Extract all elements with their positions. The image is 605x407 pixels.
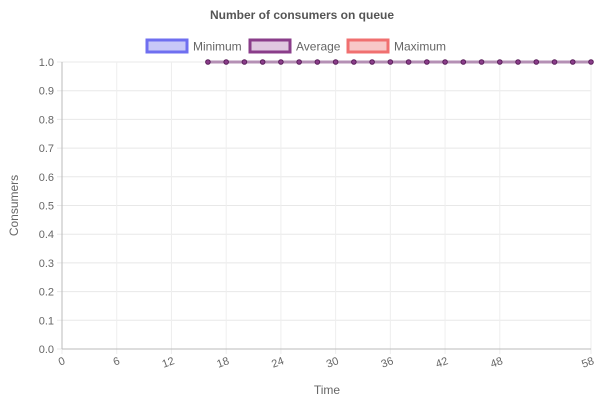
chart-title: Number of consumers on queue bbox=[210, 8, 394, 22]
data-point bbox=[278, 59, 284, 65]
data-point bbox=[424, 59, 430, 65]
data-point bbox=[205, 59, 211, 65]
legend-item-minimum[interactable]: Minimum bbox=[145, 38, 242, 54]
x-tick-label: 30 bbox=[325, 355, 341, 370]
legend-label: Minimum bbox=[193, 40, 242, 54]
data-point bbox=[369, 59, 375, 65]
data-point bbox=[259, 59, 266, 65]
y-tick-label: 0.3 bbox=[39, 258, 54, 270]
data-point bbox=[241, 59, 248, 65]
y-tick-label: 0.0 bbox=[39, 344, 54, 356]
y-tick-label: 0.5 bbox=[39, 201, 54, 213]
legend-swatch bbox=[248, 38, 292, 54]
x-tick-label: 0 bbox=[57, 355, 67, 368]
data-point bbox=[496, 59, 503, 65]
y-tick-label: 0.4 bbox=[39, 229, 54, 241]
series-average bbox=[205, 59, 594, 65]
data-point bbox=[478, 59, 485, 65]
data-point bbox=[533, 59, 540, 65]
x-tick-label: 12 bbox=[161, 355, 177, 370]
data-point bbox=[515, 59, 521, 65]
legend-label: Maximum bbox=[394, 40, 446, 54]
data-point bbox=[332, 59, 339, 65]
legend-item-average[interactable]: Average bbox=[248, 38, 341, 54]
data-point bbox=[223, 59, 229, 65]
data-point bbox=[588, 59, 594, 65]
x-axis-ticks: 0 6 12 18 24 30 36 42 48 58 bbox=[57, 355, 596, 370]
data-point bbox=[442, 59, 448, 65]
y-axis-label: Consumers bbox=[7, 175, 21, 236]
data-point bbox=[551, 59, 558, 65]
x-tick-label: 58 bbox=[580, 355, 596, 370]
grid bbox=[57, 61, 592, 354]
y-tick-label: 0.8 bbox=[39, 114, 54, 126]
data-point bbox=[314, 59, 321, 65]
legend-item-maximum[interactable]: Maximum bbox=[346, 38, 446, 54]
x-tick-label: 48 bbox=[489, 355, 505, 370]
y-axis-ticks: 0.0 0.1 0.2 0.3 0.4 0.5 0.6 0.7 0.8 0.9 1.0 bbox=[39, 57, 54, 356]
x-tick-label: 24 bbox=[270, 355, 286, 370]
data-point bbox=[405, 59, 412, 65]
x-tick-label: 36 bbox=[380, 355, 396, 370]
y-tick-label: 0.9 bbox=[39, 86, 54, 98]
y-tick-label: 0.1 bbox=[39, 315, 54, 327]
y-tick-label: 0.2 bbox=[39, 287, 54, 299]
y-tick-label: 0.6 bbox=[39, 172, 54, 184]
data-point bbox=[296, 59, 302, 65]
data-point bbox=[351, 59, 357, 65]
axes bbox=[61, 62, 591, 350]
data-point bbox=[460, 59, 467, 65]
y-tick-label: 0.7 bbox=[39, 143, 54, 155]
x-tick-label: 42 bbox=[434, 355, 450, 370]
data-point bbox=[387, 59, 394, 65]
data-point bbox=[569, 59, 576, 65]
legend-swatch bbox=[145, 38, 189, 54]
legend-label: Average bbox=[296, 40, 341, 54]
series-layer bbox=[205, 59, 594, 65]
legend: Minimum Average Maximum bbox=[145, 38, 446, 54]
legend-swatch bbox=[346, 38, 390, 54]
x-tick-label: 18 bbox=[215, 355, 231, 370]
y-tick-label: 1.0 bbox=[39, 57, 54, 69]
x-axis-label: Time bbox=[314, 383, 341, 397]
x-tick-label: 6 bbox=[112, 355, 122, 368]
